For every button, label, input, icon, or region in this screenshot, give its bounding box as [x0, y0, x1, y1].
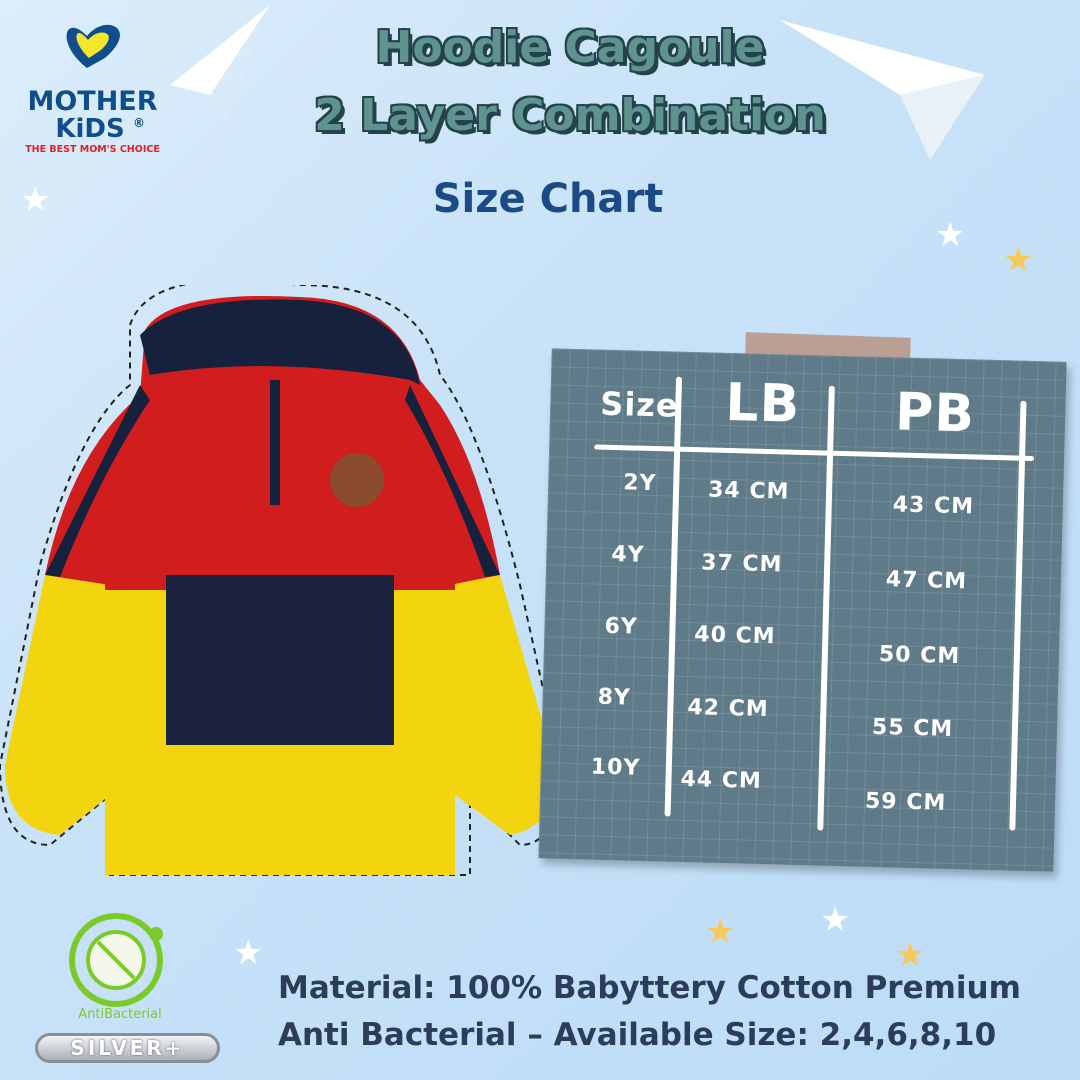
- row-size: 8Y: [597, 684, 632, 711]
- silver-plus-logo: SILVER+: [35, 1033, 220, 1063]
- star-icon: ★: [233, 933, 264, 973]
- material-text: Material: 100% Babyttery Cotton Premium: [278, 970, 1021, 1006]
- row-size: 6Y: [604, 613, 639, 640]
- product-title-line2: 2 Layer Combination: [314, 90, 826, 141]
- row-pb: 43 CM: [892, 492, 975, 520]
- product-title-line1: Hoodie Cagoule: [375, 22, 765, 73]
- star-icon: ★: [935, 215, 966, 255]
- antibacterial-icon: [69, 913, 163, 1007]
- size-chart-board: Size LB PB 2Y 34 CM 43 CM 4Y 37 CM 47 CM…: [538, 348, 1067, 872]
- hoodie-product-image: [0, 285, 560, 876]
- available-size-text: Anti Bacterial – Available Size: 2,4,6,8…: [278, 1017, 997, 1053]
- row-pb: 50 CM: [878, 642, 961, 670]
- row-size: 10Y: [590, 754, 641, 781]
- row-pb: 59 CM: [864, 788, 947, 816]
- paper-plane-icon: [780, 20, 985, 160]
- paper-plane-icon: [170, 5, 270, 125]
- star-icon: ★: [20, 180, 51, 220]
- row-size: 4Y: [611, 541, 645, 568]
- header-size: Size: [599, 384, 680, 425]
- antibacterial-label: AntiBacterial: [78, 1007, 162, 1022]
- star-icon: ★: [1003, 240, 1034, 280]
- row-lb: 44 CM: [680, 766, 763, 794]
- row-pb: 47 CM: [885, 567, 968, 595]
- star-icon: ★: [895, 935, 926, 975]
- row-lb: 34 CM: [707, 477, 790, 505]
- registered-mark: ®: [133, 116, 145, 130]
- brand-tagline: THE BEST MOM'S CHOICE: [25, 144, 160, 155]
- star-icon: ★: [820, 900, 851, 940]
- row-lb: 42 CM: [687, 695, 770, 723]
- brand-name: MOTHER: [27, 86, 158, 117]
- brand-name-kids: KiDS: [55, 114, 125, 144]
- header-pb: PB: [894, 382, 976, 445]
- heart-logo-icon: [66, 24, 120, 68]
- brand-logo: MOTHER KiDS ® THE BEST MOM'S CHOICE: [25, 8, 160, 158]
- header-lb: LB: [724, 372, 801, 435]
- row-size: 2Y: [622, 470, 657, 497]
- row-pb: 55 CM: [871, 714, 954, 742]
- row-lb: 37 CM: [700, 550, 783, 578]
- star-icon: ★: [705, 912, 736, 952]
- size-chart-heading: Size Chart: [432, 176, 664, 222]
- row-lb: 40 CM: [693, 622, 776, 650]
